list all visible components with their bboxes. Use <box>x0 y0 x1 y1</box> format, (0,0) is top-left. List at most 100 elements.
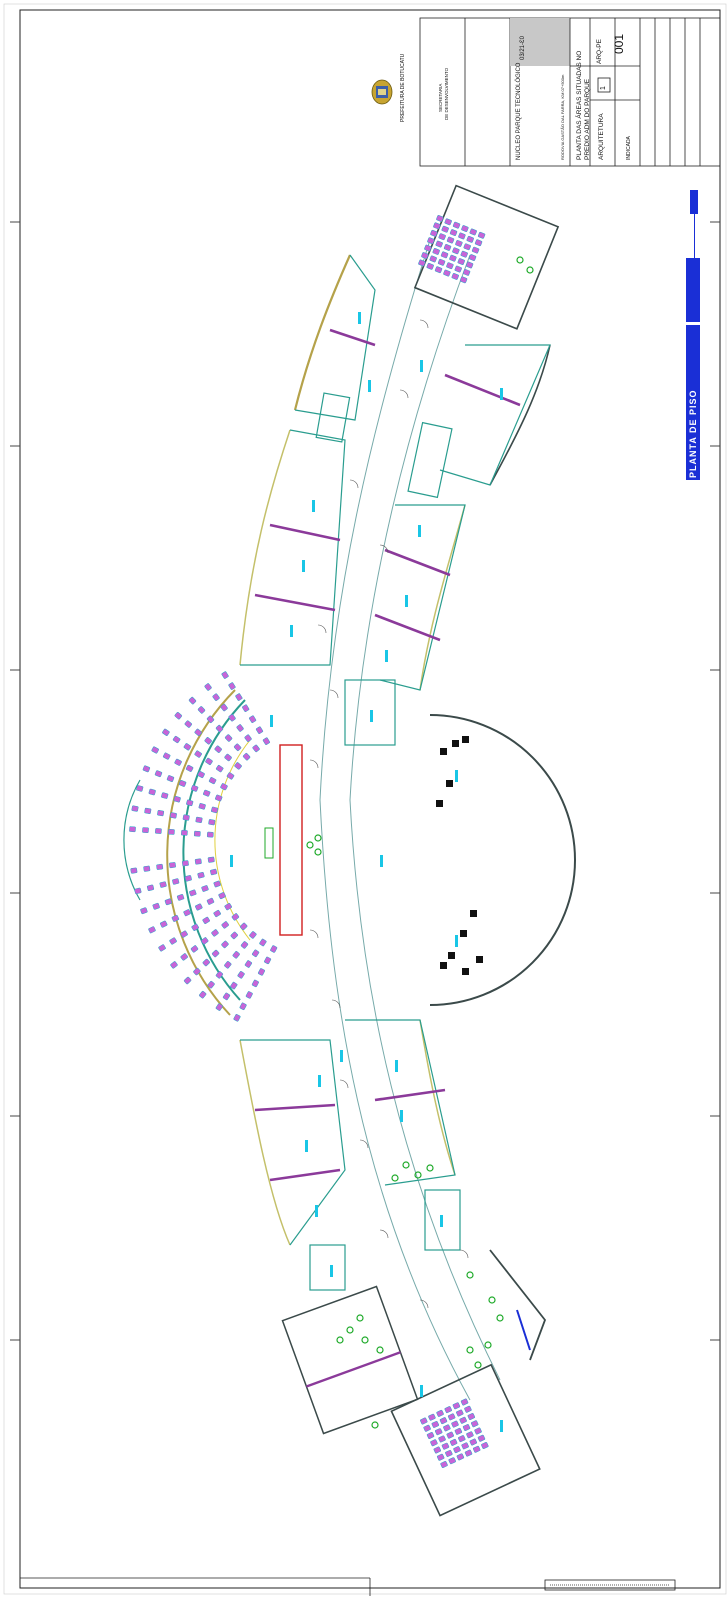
auditorium-seat <box>220 703 228 712</box>
classroom-seat <box>421 252 429 259</box>
auditorium-seat <box>161 792 169 799</box>
discipline-label: ARQUITETURA <box>598 113 605 160</box>
room-tag <box>385 650 388 662</box>
classroom-seat <box>443 269 451 277</box>
auditorium-seat <box>189 889 197 897</box>
auditorium-seat <box>180 930 188 938</box>
auditorium-seat <box>142 765 151 773</box>
plant-symbol <box>361 1336 369 1344</box>
classroom-seat <box>435 240 443 248</box>
auditorium-seat <box>231 913 240 921</box>
classroom-seat <box>430 229 438 237</box>
plant-symbol <box>474 1361 482 1369</box>
classroom-seat <box>443 244 452 251</box>
auditorium-seat <box>207 980 215 989</box>
auditorium-seat <box>224 734 233 742</box>
auditorium-seat <box>252 744 260 753</box>
auditorium-seat <box>185 764 194 772</box>
auditorium-seat <box>168 829 175 835</box>
auditorium-seat <box>151 746 159 754</box>
classroom-seat <box>469 1438 478 1446</box>
room-tag <box>405 595 408 607</box>
auditorium-seat <box>251 979 259 988</box>
auditorium-seat <box>215 764 224 773</box>
classroom-seat <box>456 1409 464 1417</box>
auditorium-seat <box>211 949 220 958</box>
plant-symbol <box>516 256 524 264</box>
auditorium-seat <box>181 860 189 867</box>
auditorium-seat <box>215 1003 223 1011</box>
door-swing <box>459 1249 469 1259</box>
auditorium-seat <box>213 909 221 918</box>
classroom-seat <box>446 1431 454 1439</box>
classroom-seat <box>418 259 426 267</box>
classroom-seat <box>434 266 443 274</box>
auditorium-seat <box>257 968 266 976</box>
plant-symbol <box>376 1346 384 1354</box>
plant-symbol <box>526 266 534 274</box>
sheet-code: ARQ-PE <box>596 39 603 64</box>
sheet-title-line-1: PLANTA DAS ÁREAS SITUADAS NO <box>576 50 583 160</box>
auditorium-seat <box>136 785 144 792</box>
plant-symbol <box>336 1336 344 1344</box>
plant-symbol <box>484 1341 492 1349</box>
auditorium-seat <box>184 875 192 882</box>
auditorium-seat <box>194 858 202 865</box>
title-block <box>419 17 721 167</box>
classroom-seat <box>466 1431 474 1439</box>
auditorium-seat <box>148 788 156 796</box>
auditorium-seat <box>237 971 245 979</box>
classroom-seat <box>438 233 446 241</box>
sheet-border <box>19 9 721 1589</box>
classroom-seat <box>457 258 465 265</box>
classroom-seat <box>441 225 449 233</box>
date-label: 03/21-Ɛ0 <box>520 36 526 60</box>
room-tag <box>420 360 423 372</box>
auditorium-seat <box>239 922 248 931</box>
auditorium-seat <box>166 775 175 782</box>
auditorium-seat <box>206 715 215 724</box>
lobby-furniture <box>436 800 443 807</box>
auditorium-seat <box>198 803 206 810</box>
auditorium-seat <box>222 992 231 1001</box>
auditorium-seat <box>211 929 219 937</box>
prefeitura-label: PREFEITURA DE BOTUCATU <box>400 53 406 122</box>
door-swing <box>349 479 359 489</box>
auditorium-seat <box>134 887 142 895</box>
auditorium-seat <box>207 856 215 863</box>
classroom-seat <box>431 1420 440 1428</box>
auditorium-seat <box>183 976 192 985</box>
classroom-seat <box>464 1449 473 1457</box>
auditorium-seat <box>193 967 201 976</box>
auditorium-seat <box>270 945 278 953</box>
auditorium-seat <box>159 920 168 928</box>
auditorium-outer <box>182 699 246 1001</box>
door-swing <box>309 759 319 769</box>
auditorium-seat <box>228 682 236 690</box>
stage <box>279 744 303 936</box>
auditorium-seat <box>142 827 149 833</box>
floor-plan <box>123 184 576 1517</box>
auditorium-seat <box>234 762 242 770</box>
auditorium-seat <box>178 780 187 787</box>
classroom-seat <box>467 1413 476 1420</box>
auditorium-seat <box>159 881 167 888</box>
auditorium-seat <box>143 865 151 872</box>
room-tag <box>455 770 458 782</box>
auditorium-seat <box>170 961 178 969</box>
auditorium-seat <box>202 916 210 924</box>
room-tag <box>400 1110 403 1122</box>
auditorium-seat <box>249 931 257 939</box>
sheet-number: 001 <box>612 33 626 54</box>
plan-title-banner <box>686 258 700 480</box>
scale-bar <box>690 190 698 214</box>
auditorium-seat <box>245 991 253 999</box>
address-label: RODOVIA GASTÃO DAL FARRA, KM 07+500m <box>560 74 565 160</box>
plan-title: PLANTA DE PISO <box>688 389 698 478</box>
door-swing <box>379 544 389 554</box>
plant-symbol <box>488 1296 496 1304</box>
auditorium-seat <box>233 743 242 752</box>
classroom-seat <box>440 251 449 259</box>
auditorium-seat <box>202 958 211 967</box>
classroom-seat <box>440 1461 448 1468</box>
